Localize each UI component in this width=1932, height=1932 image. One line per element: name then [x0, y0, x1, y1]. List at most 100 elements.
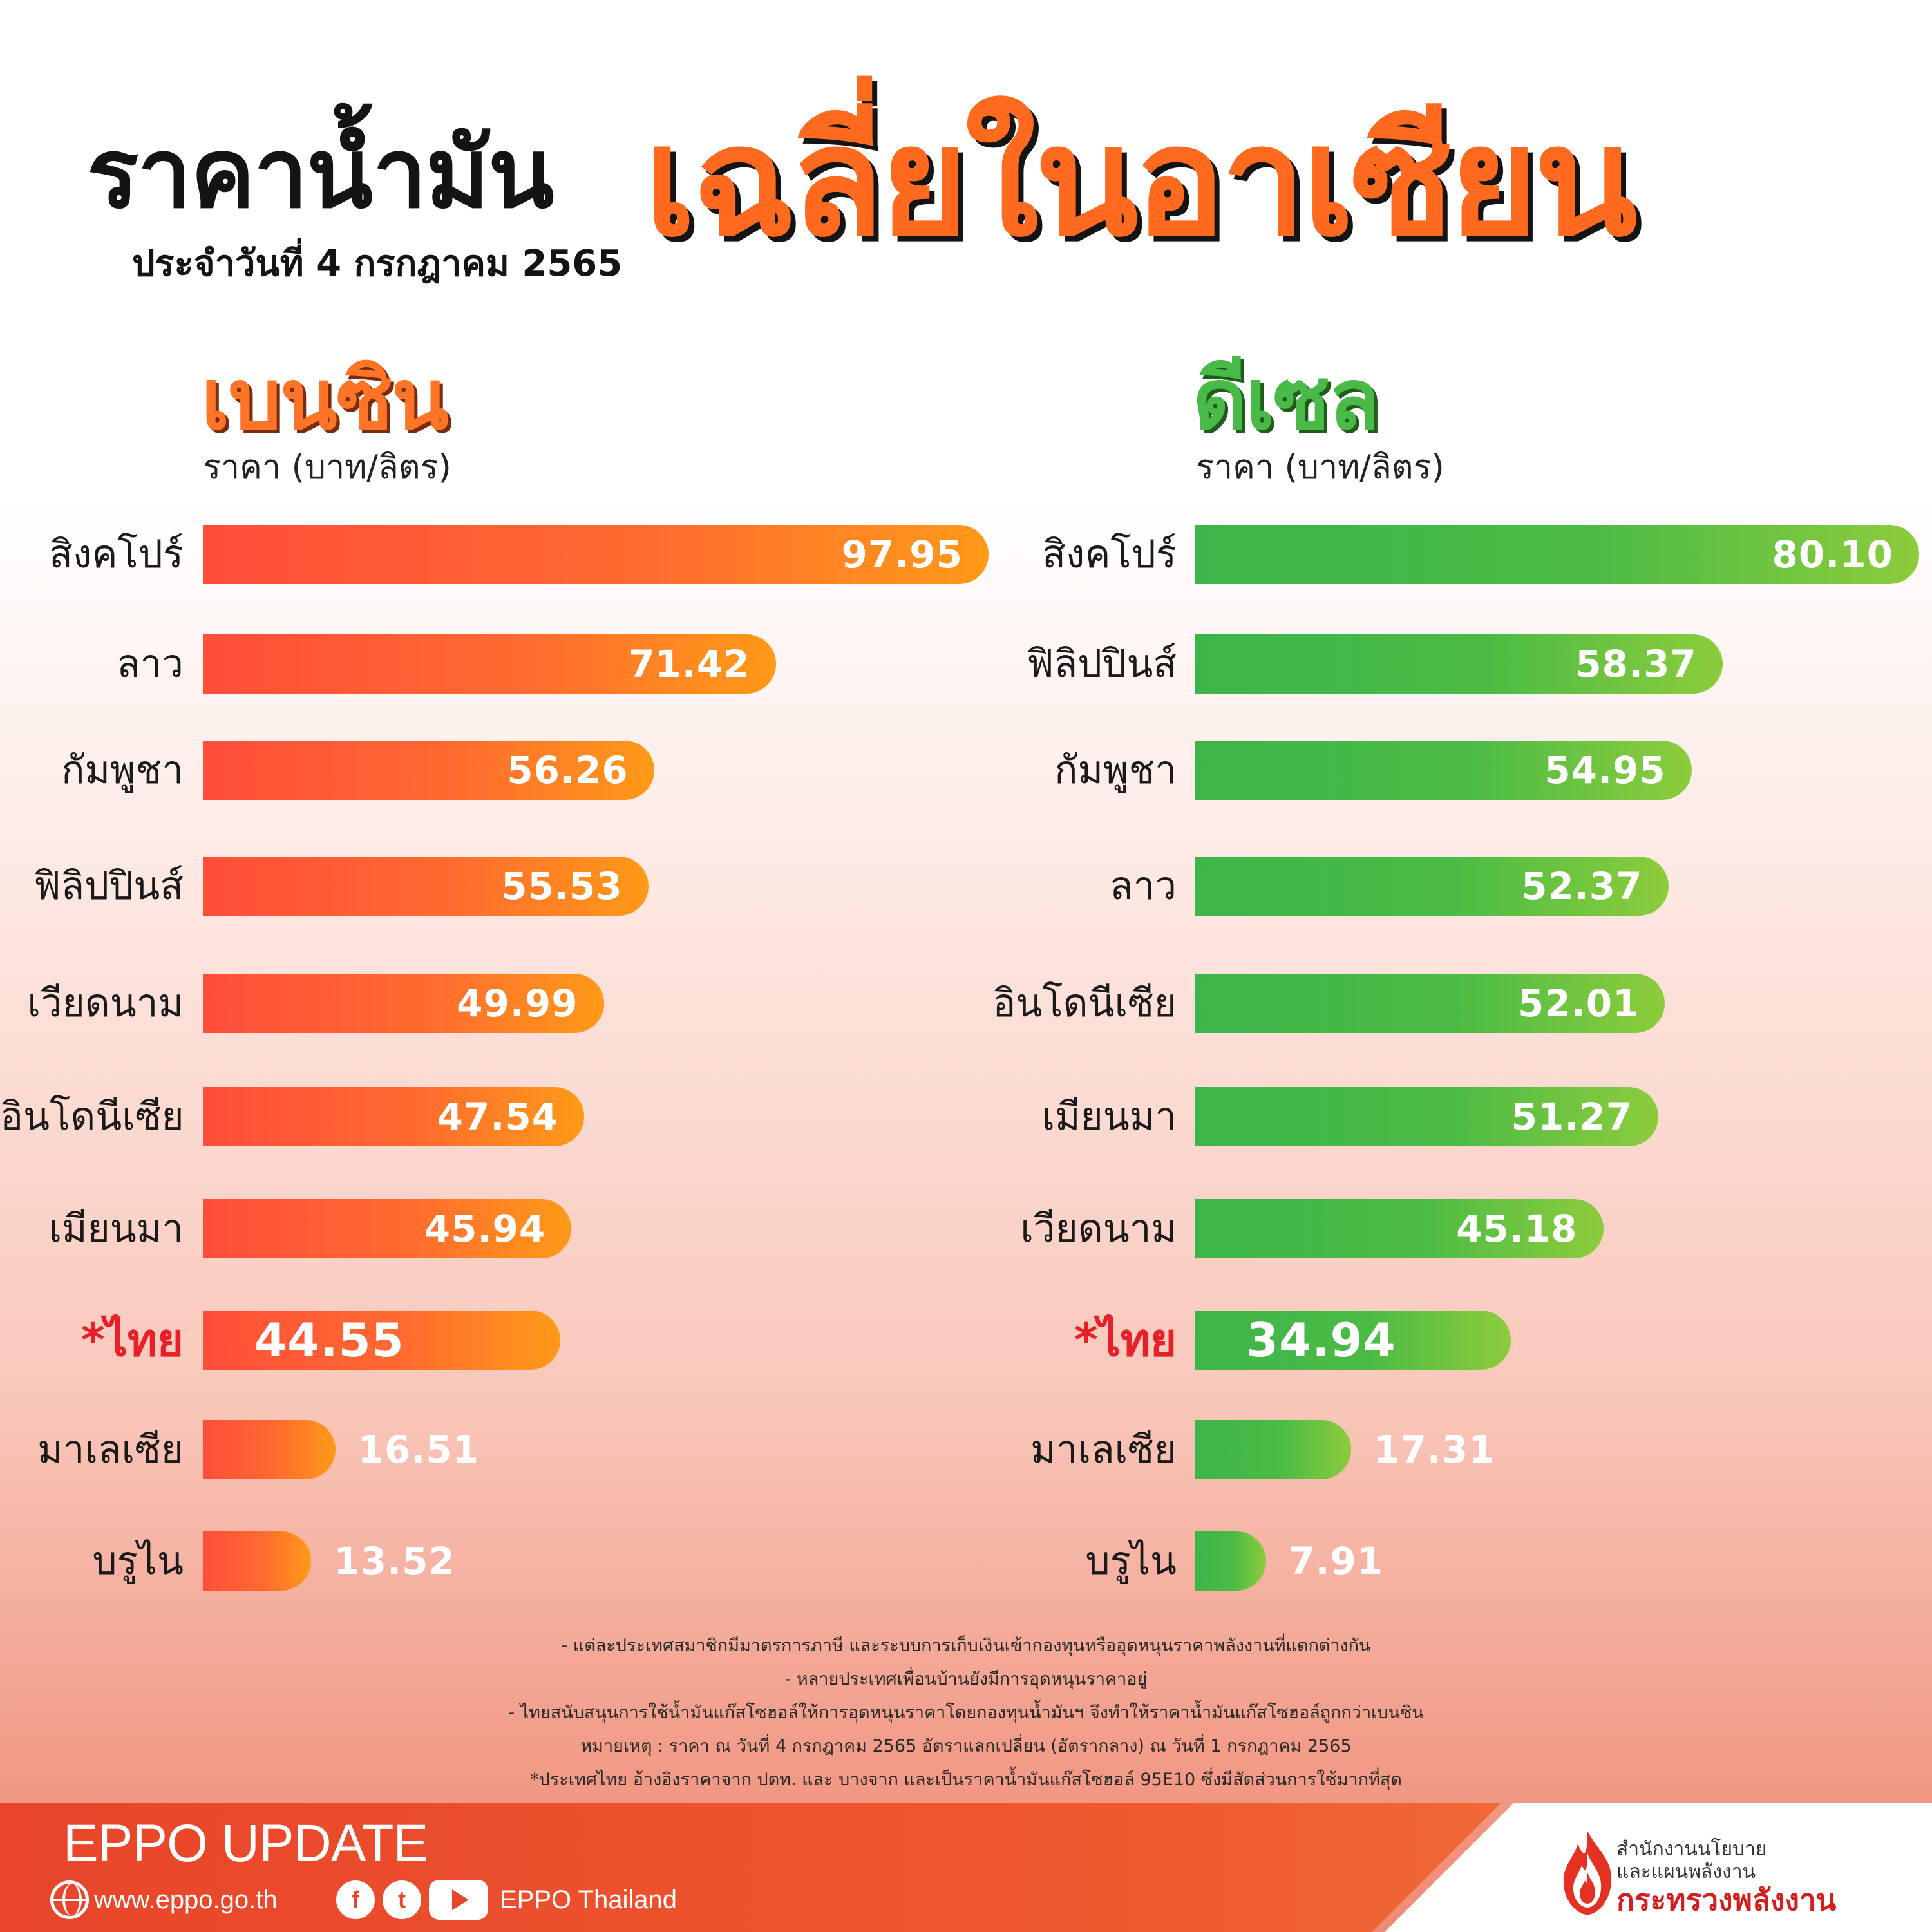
diesel-bar: [1195, 1311, 1511, 1370]
diesel-value-label: 51.27: [1511, 1095, 1633, 1139]
petrol-bar-row: อินโดนีเซีย 47.54: [0, 1087, 1005, 1146]
diesel-value-label: 52.01: [1518, 981, 1640, 1025]
org-name-line2: และแผนพลังงาน: [1616, 1860, 1756, 1883]
petrol-bar: [203, 1531, 312, 1591]
diesel-bar-row: มาเลเซีย 17.31: [992, 1420, 1932, 1479]
diesel-category-label: เวียดนาม: [1020, 1206, 1177, 1251]
footer-website-link[interactable]: www.eppo.go.th: [50, 1880, 278, 1919]
petrol-bar: [203, 1087, 585, 1146]
petrol-bar-row: ลาว 71.42: [0, 634, 1005, 694]
diesel-bar-row: กัมพูชา 54.95: [992, 741, 1932, 800]
footnote-line: - หลายประเทศเพื่อนบ้านยังมีการอุดหนุนราค…: [784, 1669, 1148, 1689]
diesel-value-label: 80.10: [1772, 533, 1893, 576]
petrol-category-label: *ไทย: [81, 1314, 184, 1367]
diesel-category-label: *ไทย: [1074, 1314, 1177, 1367]
diesel-bar-row: บรูไน 7.91: [992, 1531, 1932, 1591]
petrol-category-label: เวียดนาม: [27, 981, 184, 1026]
petrol-value-label: 13.52: [334, 1539, 455, 1583]
petrol-value-label: 71.42: [629, 642, 750, 686]
diesel-category-label: ลาว: [1109, 864, 1177, 909]
petrol-bar-row: สิงคโปร์ 97.95: [0, 525, 1005, 584]
diesel-value-label: 54.95: [1544, 748, 1666, 792]
petrol-bar: [203, 974, 604, 1033]
petrol-bar-row: *ไทย 44.55: [0, 1311, 1005, 1370]
petrol-value-label: 49.99: [457, 981, 578, 1025]
petrol-value-label: 56.26: [507, 748, 629, 792]
petrol-category-label: เมียนมา: [48, 1206, 184, 1251]
diesel-bar: [1195, 525, 1919, 584]
page-date: ประจำวันที่ 4 กรกฎาคม 2565: [132, 243, 623, 285]
footer-title: EPPO UPDATE: [63, 1814, 428, 1873]
petrol-value-label: 45.94: [424, 1207, 546, 1251]
diesel-bar-row: เวียดนาม 45.18: [992, 1199, 1932, 1258]
diesel-bar-chart: สิงคโปร์ 80.10 ฟิลิปปินส์ 58.37 กัมพูชา 54.95…: [992, 0, 1932, 1932]
diesel-bar: [1195, 1087, 1659, 1146]
diesel-category-label: กัมพูชา: [1054, 748, 1177, 793]
footnote-line: - ไทยสนับสนุนการใช้น้ำมันแก๊สโซฮอล์ให้กา…: [508, 1703, 1424, 1723]
petrol-bar-chart: สิงคโปร์ 97.95 ลาว 71.42 กัมพูชา 56.26 ฟิลิปปิ…: [0, 525, 1005, 1591]
footnote-line: หมายเหตุ : ราคา ณ วันที่ 4 กรกฎาคม 2565 …: [580, 1736, 1352, 1756]
petrol-bar: [203, 1199, 572, 1258]
footnotes: - แต่ละประเทศสมาชิกมีมาตรการภาษี และระบบ…: [0, 1629, 1932, 1797]
petrol-bar-row: มาเลเซีย 16.51: [0, 1420, 1005, 1479]
petrol-bar: [203, 634, 776, 694]
petrol-bar-row: เมียนมา 45.94: [0, 1199, 1005, 1258]
twitter-icon[interactable]: t: [383, 1880, 421, 1919]
org-name: สำนักงานนโยบาย และแผนพลังงาน กระทรวงพลัง…: [1616, 1838, 1837, 1917]
globe-icon: [50, 1880, 89, 1919]
flame-logo-icon: [1563, 1831, 1612, 1915]
diesel-value-label: 52.37: [1521, 864, 1643, 908]
petrol-bar-row: บรูไน 13.52: [0, 1531, 1005, 1591]
petrol-bar: [203, 1420, 336, 1479]
footnote-line: - แต่ละประเทศสมาชิกมีมาตรการภาษี และระบบ…: [561, 1636, 1371, 1656]
diesel-category-label: สิงคโปร์: [1042, 532, 1177, 577]
petrol-category-label: ลาว: [116, 641, 184, 687]
petrol-value-label: 55.53: [501, 864, 623, 908]
petrol-bar: [203, 857, 649, 916]
diesel-value-label: 34.94: [1246, 1313, 1396, 1367]
diesel-value-label: 45.18: [1456, 1207, 1578, 1251]
diesel-bar-row: ลาว 52.37: [992, 857, 1932, 916]
diesel-category-label: เมียนมา: [1041, 1094, 1177, 1139]
petrol-value-label: 16.51: [357, 1428, 480, 1472]
petrol-category-label: กัมพูชา: [61, 748, 184, 793]
diesel-bar-row: สิงคโปร์ 80.10: [992, 525, 1932, 584]
diesel-bar-row: อินโดนีเซีย 52.01: [992, 974, 1932, 1033]
diesel-bar-row: *ไทย 34.94: [992, 1311, 1932, 1370]
footer-band: [0, 1803, 1501, 1932]
diesel-bar: [1195, 741, 1692, 800]
petrol-category-label: สิงคโปร์: [49, 532, 184, 577]
footer-social-links: f t EPPO Thailand: [336, 1880, 677, 1920]
footer-social-name: EPPO Thailand: [500, 1885, 677, 1914]
petrol-value-label: 47.54: [437, 1095, 559, 1139]
diesel-bar: [1195, 1420, 1352, 1479]
diesel-section-title: ดีเซล: [1193, 350, 1380, 448]
youtube-icon[interactable]: [429, 1880, 488, 1920]
facebook-icon[interactable]: f: [336, 1880, 375, 1919]
petrol-bar-row: กัมพูชา 56.26: [0, 741, 1005, 800]
petrol-bar-row: ฟิลิปปินส์ 55.53: [0, 857, 1005, 916]
petrol-bar: [203, 525, 989, 584]
petrol-bar-row: เวียดนาม 49.99: [0, 974, 1005, 1033]
page-title: ราคาน้ำมัน: [87, 118, 554, 230]
petrol-unit-label: ราคา (บาท/ลิตร): [203, 448, 451, 487]
petrol-bar: [203, 741, 654, 800]
diesel-bar: [1195, 974, 1665, 1033]
diesel-bar: [1195, 634, 1723, 694]
petrol-value-label: 44.55: [254, 1313, 404, 1367]
diesel-value-label: 7.91: [1289, 1539, 1384, 1583]
org-ministry: กระทรวงพลังงาน: [1616, 1882, 1837, 1917]
petrol-bar: [203, 1311, 560, 1370]
page-title-accent: เฉลี่ยในอาเซียน: [644, 94, 1638, 270]
petrol-value-label: 97.95: [841, 533, 963, 576]
diesel-category-label: อินโดนีเซีย: [992, 981, 1177, 1026]
petrol-category-label: บรูไน: [92, 1539, 184, 1584]
diesel-category-label: ฟิลิปปินส์: [1026, 641, 1177, 687]
diesel-unit-label: ราคา (บาท/ลิตร): [1196, 448, 1444, 487]
footer-website-text: www.eppo.go.th: [94, 1885, 278, 1914]
diesel-category-label: มาเลเซีย: [1030, 1427, 1177, 1472]
diesel-bar: [1195, 1199, 1604, 1258]
footnote-line: *ประเทศไทย อ้างอิงราคาจาก ปตท. และ บางจา…: [530, 1770, 1402, 1790]
petrol-section-title: เบนซิน: [201, 350, 449, 448]
diesel-value-label: 58.37: [1575, 642, 1697, 686]
